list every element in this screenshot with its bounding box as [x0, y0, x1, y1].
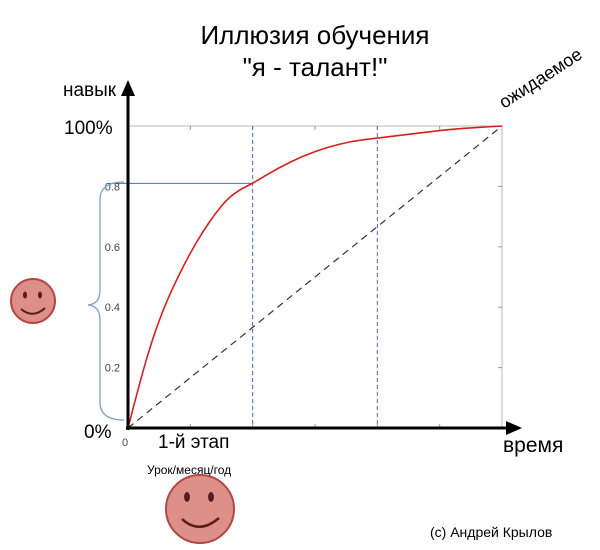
y-axis-label: навык	[63, 80, 117, 101]
expected-label: ожидаемое	[495, 44, 585, 112]
y-top-label: 100%	[64, 118, 113, 139]
guide-lines	[108, 126, 378, 428]
x-axis-arrow-icon	[506, 421, 522, 435]
smiley-face-left-icon	[10, 278, 56, 324]
stage-sublabel: Урок/месяц/год	[147, 463, 231, 477]
frame-tick-marks	[189, 126, 502, 428]
x-axis-label: время	[503, 434, 563, 457]
stage-label: 1-й этап	[158, 432, 229, 453]
y-axis-arrow-icon	[121, 80, 135, 96]
x-tick-label-zero: 0	[122, 437, 128, 449]
y-bottom-label: 0%	[84, 422, 112, 443]
chart-title-line-2: "я - талант!"	[243, 52, 388, 82]
smiley-face-bottom-icon	[165, 474, 235, 544]
expected-dashed-line	[127, 125, 503, 429]
chart-title-line-1: Иллюзия обучения	[200, 20, 429, 50]
credit-text: (c) Андрей Крылов	[430, 524, 552, 540]
y-tick-label: 0.4	[105, 302, 120, 314]
learning-curve-line	[127, 125, 503, 429]
range-bracket	[87, 181, 125, 421]
y-tick-labels: 0.20.40.60.8	[105, 181, 120, 374]
y-tick-label: 0.6	[105, 242, 120, 254]
y-tick-label: 0.2	[105, 363, 120, 375]
